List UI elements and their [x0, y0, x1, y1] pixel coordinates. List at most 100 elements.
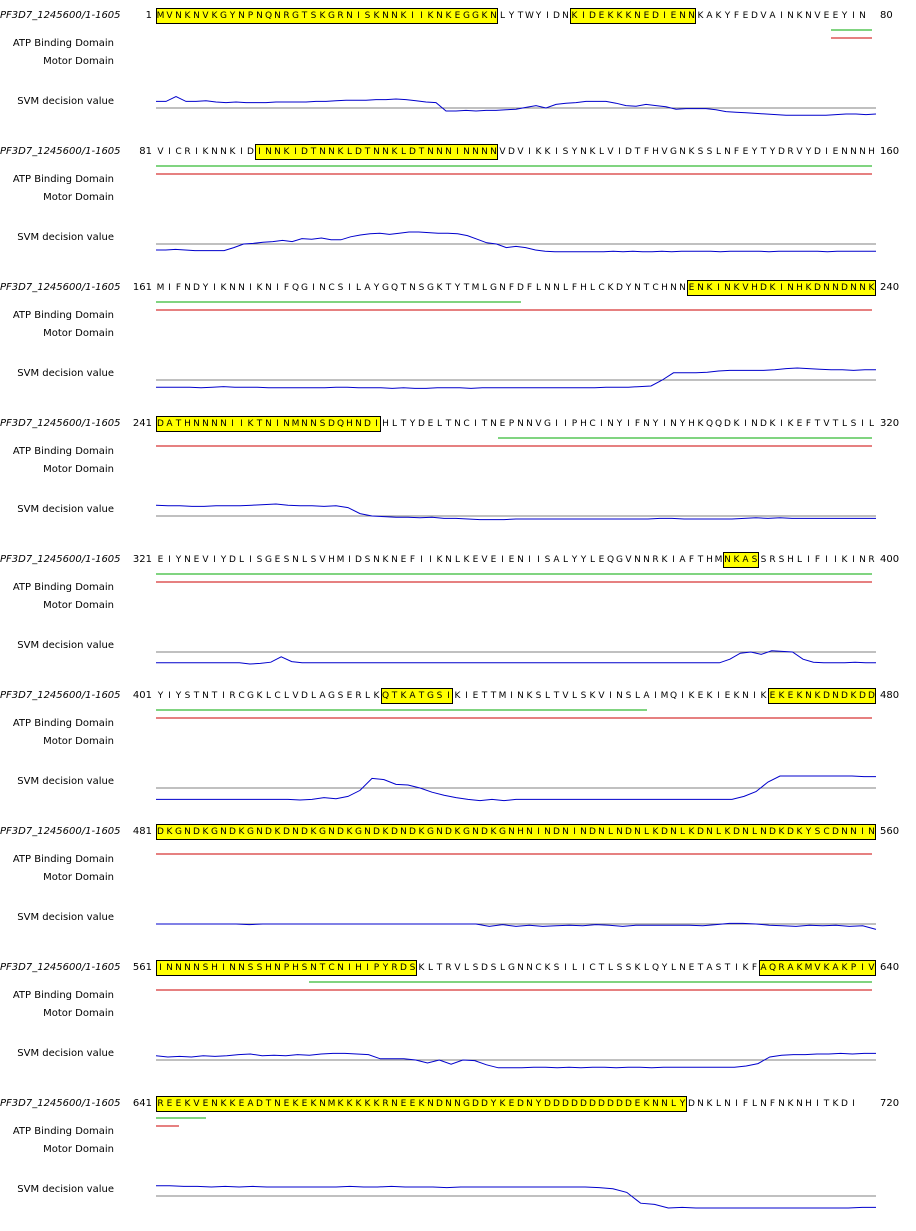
residue: K — [382, 827, 389, 837]
residue: S — [580, 691, 587, 701]
residue: Y — [175, 691, 182, 701]
residue: K — [427, 11, 434, 21]
residue: Q — [390, 283, 399, 293]
residue: I — [618, 147, 621, 157]
residue: K — [688, 827, 695, 837]
residue: M — [471, 283, 480, 293]
residue: Y — [805, 147, 812, 157]
residue: I — [357, 11, 360, 21]
residue: N — [661, 1099, 668, 1109]
residue: N — [211, 1099, 218, 1109]
track-lines — [156, 301, 876, 389]
residue: K — [310, 827, 317, 837]
residue: A — [364, 283, 371, 293]
residue: Q — [381, 691, 390, 701]
residue: D — [625, 147, 632, 157]
residue: N — [454, 419, 461, 429]
residue: N — [319, 147, 326, 157]
residue: N — [166, 963, 173, 973]
residue: K — [787, 1099, 794, 1109]
residue: D — [229, 827, 236, 837]
residue: G — [301, 283, 308, 293]
residue: P — [247, 11, 254, 21]
residue: T — [481, 419, 488, 429]
residue: S — [778, 555, 785, 565]
residue: D — [517, 283, 524, 293]
residue: D — [445, 827, 452, 837]
residue: I — [834, 555, 837, 565]
residue: V — [814, 11, 821, 21]
residue: N — [319, 1099, 326, 1109]
residue: I — [735, 1099, 738, 1109]
residue: I — [240, 419, 243, 429]
residue: N — [580, 827, 587, 837]
residue: D — [409, 827, 416, 837]
residue: N — [562, 11, 569, 21]
residue: K — [796, 827, 803, 837]
residue: V — [607, 147, 614, 157]
residue: Q — [705, 419, 714, 429]
residue: K — [706, 691, 713, 701]
residue: N — [436, 147, 443, 157]
residue: N — [355, 419, 362, 429]
svm-curve — [156, 1185, 876, 1209]
residue: C — [823, 827, 830, 837]
residue: N — [517, 419, 524, 429]
residue: K — [796, 691, 803, 701]
residue: L — [301, 555, 307, 565]
residue: N — [220, 419, 227, 429]
residue: E — [499, 419, 506, 429]
end-position: 720 — [880, 1098, 900, 1109]
residue: L — [400, 147, 406, 157]
residue: K — [661, 555, 668, 565]
residue: N — [643, 555, 650, 565]
residue: S — [814, 827, 821, 837]
residue: I — [555, 147, 558, 157]
residue: I — [609, 691, 612, 701]
residue: A — [706, 11, 713, 21]
residue: I — [717, 283, 720, 293]
residue: K — [436, 283, 443, 293]
residue: N — [391, 11, 398, 21]
residue: C — [652, 283, 659, 293]
residue: N — [526, 827, 533, 837]
residue: D — [841, 283, 848, 293]
residue: K — [733, 555, 740, 565]
residue: N — [859, 147, 866, 157]
residue: K — [337, 147, 344, 157]
residue: D — [193, 827, 200, 837]
residue: K — [688, 147, 695, 157]
residue: F — [814, 555, 821, 565]
residue: I — [528, 555, 531, 565]
residue: N — [184, 827, 191, 837]
svm-curve — [156, 922, 877, 930]
residue: M — [660, 691, 669, 701]
residue: I — [213, 283, 216, 293]
residue: N — [238, 283, 245, 293]
residue: N — [463, 147, 470, 157]
residue: N — [652, 1099, 659, 1109]
residue: D — [373, 827, 380, 837]
residue: D — [859, 691, 866, 701]
residue: K — [841, 555, 848, 565]
start-position: 321 — [132, 554, 152, 565]
residue: S — [337, 691, 344, 701]
residue: N — [670, 283, 677, 293]
residue: N — [490, 147, 497, 157]
svm-label: SVM decision value — [17, 912, 114, 923]
residue: L — [589, 283, 595, 293]
residue: N — [256, 11, 263, 21]
residue: L — [391, 419, 397, 429]
residue: N — [724, 147, 731, 157]
residue: N — [274, 963, 281, 973]
residue: R — [157, 1099, 164, 1109]
residue: N — [859, 555, 866, 565]
highlight-region — [156, 960, 417, 976]
residue: I — [528, 147, 531, 157]
residue: I — [222, 691, 225, 701]
residue: A — [643, 691, 650, 701]
residue: N — [301, 419, 308, 429]
residue: K — [571, 11, 578, 21]
residue: N — [607, 419, 614, 429]
track-lines — [155, 437, 876, 521]
